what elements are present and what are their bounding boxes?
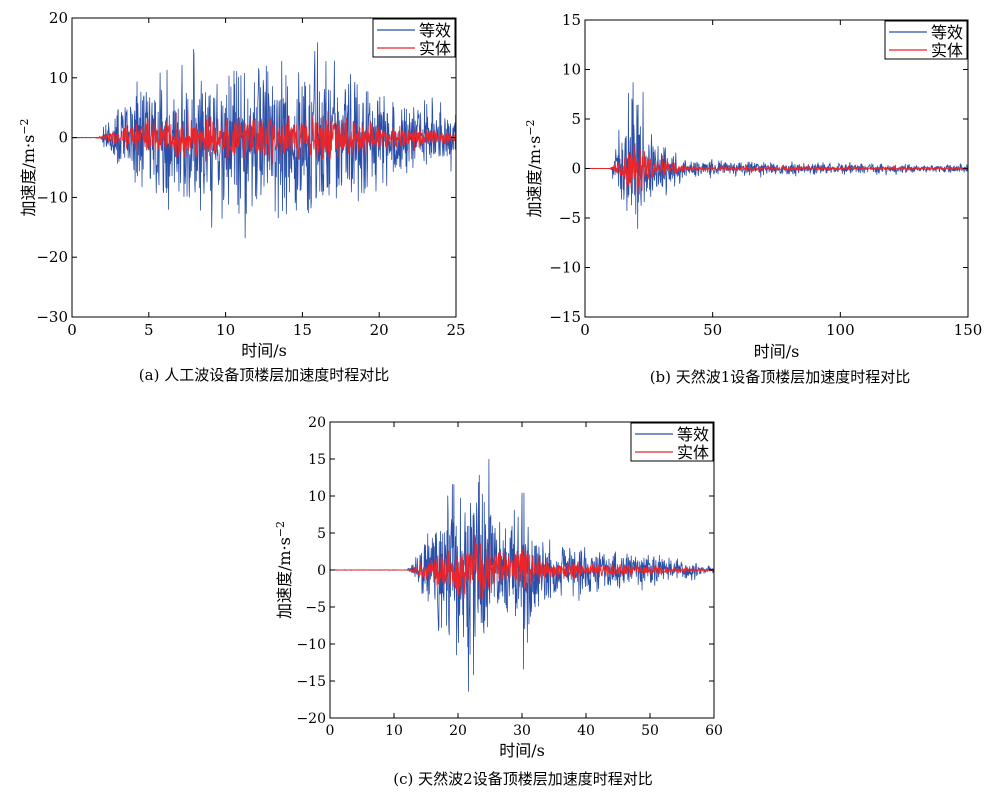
y-tick-label: 0 bbox=[317, 563, 326, 579]
chart-panel-b: 0 50 100 150 −15 −10 −5 0 5 10 15 时间/s 加速度/m·s−2 等效实体… bbox=[524, 11, 982, 386]
y-tick-label: 15 bbox=[308, 452, 326, 468]
y-tick-label: −20 bbox=[36, 248, 68, 266]
x-tick-label: 20 bbox=[370, 321, 389, 339]
x-tick-label: 25 bbox=[446, 321, 465, 339]
x-tick-label: 60 bbox=[705, 723, 723, 739]
series-line-equivalent bbox=[330, 458, 714, 692]
y-tick-label: −10 bbox=[549, 259, 581, 277]
y-tick-label: 15 bbox=[562, 11, 581, 29]
legend-entry: 等效 bbox=[931, 23, 963, 42]
y-axis-label: 加速度/m·s−2 bbox=[18, 118, 38, 216]
y-tick-label: −30 bbox=[36, 308, 68, 326]
y-tick-label: 20 bbox=[308, 415, 326, 431]
figure-caption: (c) 天然波2设备顶楼层加速度时程对比 bbox=[393, 770, 652, 788]
x-tick-label: 10 bbox=[216, 321, 235, 339]
y-tick-label: −20 bbox=[296, 711, 326, 727]
x-tick-label: 150 bbox=[954, 321, 983, 339]
legend-entry: 实体 bbox=[419, 39, 451, 58]
x-tick-label: 10 bbox=[385, 723, 403, 739]
chart-panel-a: 0 5 10 15 20 25 −30 −20 −10 0 10 20 时间/s 加速度/m·s−2 等效实… bbox=[18, 9, 466, 384]
axes-frame bbox=[71, 17, 457, 318]
series-line-solid bbox=[72, 111, 456, 165]
x-tick-label: 100 bbox=[826, 321, 855, 339]
y-tick-label: −15 bbox=[296, 674, 326, 690]
y-tick-label: 5 bbox=[317, 526, 326, 542]
y-tick-label: −5 bbox=[559, 209, 581, 227]
legend-entry: 实体 bbox=[931, 41, 963, 60]
y-tick-label: −10 bbox=[36, 188, 68, 206]
y-axis-label: 加速度/m·s−2 bbox=[274, 521, 294, 619]
y-tick-label: 20 bbox=[49, 9, 68, 27]
y-tick-label: 10 bbox=[49, 69, 68, 87]
x-tick-label: 50 bbox=[703, 321, 722, 339]
y-tick-label: 5 bbox=[571, 110, 581, 128]
y-tick-label: 0 bbox=[571, 160, 581, 178]
y-tick-label: 10 bbox=[562, 61, 581, 79]
x-tick-label: 5 bbox=[144, 321, 154, 339]
legend-entry: 等效 bbox=[677, 425, 709, 444]
y-tick-label: −15 bbox=[549, 308, 581, 326]
series-line-equivalent bbox=[72, 42, 456, 239]
x-tick-label: 50 bbox=[641, 723, 659, 739]
y-tick-label: −5 bbox=[305, 600, 326, 616]
series-line-solid bbox=[330, 534, 714, 600]
legend-entry: 实体 bbox=[677, 443, 709, 462]
x-tick-label: 0 bbox=[67, 321, 77, 339]
y-tick-label: 10 bbox=[308, 489, 326, 505]
x-axis-label: 时间/s bbox=[754, 342, 800, 361]
y-tick-label: −10 bbox=[296, 637, 326, 653]
y-axis-label: 加速度/m·s−2 bbox=[524, 119, 544, 217]
chart-panel-c: 0 10 20 30 40 50 60 −20 −15 −10 −5 0 5 10 15 20 时间/s 加速度/… bbox=[274, 415, 723, 788]
x-tick-label: 40 bbox=[577, 723, 595, 739]
x-axis-label: 时间/s bbox=[241, 341, 287, 360]
series-line-equivalent bbox=[585, 82, 968, 229]
x-tick-label: 20 bbox=[449, 723, 467, 739]
figure-caption: (b) 天然波1设备顶楼层加速度时程对比 bbox=[650, 368, 911, 386]
x-axis-label: 时间/s bbox=[499, 741, 545, 760]
x-tick-label: 0 bbox=[580, 321, 590, 339]
legend-entry: 等效 bbox=[419, 21, 451, 40]
figure-caption: (a) 人工波设备顶楼层加速度时程对比 bbox=[139, 366, 389, 384]
y-tick-label: 0 bbox=[58, 129, 68, 147]
x-tick-label: 0 bbox=[326, 723, 335, 739]
x-tick-label: 30 bbox=[513, 723, 531, 739]
x-tick-label: 15 bbox=[293, 321, 312, 339]
series-line-solid bbox=[585, 142, 968, 195]
